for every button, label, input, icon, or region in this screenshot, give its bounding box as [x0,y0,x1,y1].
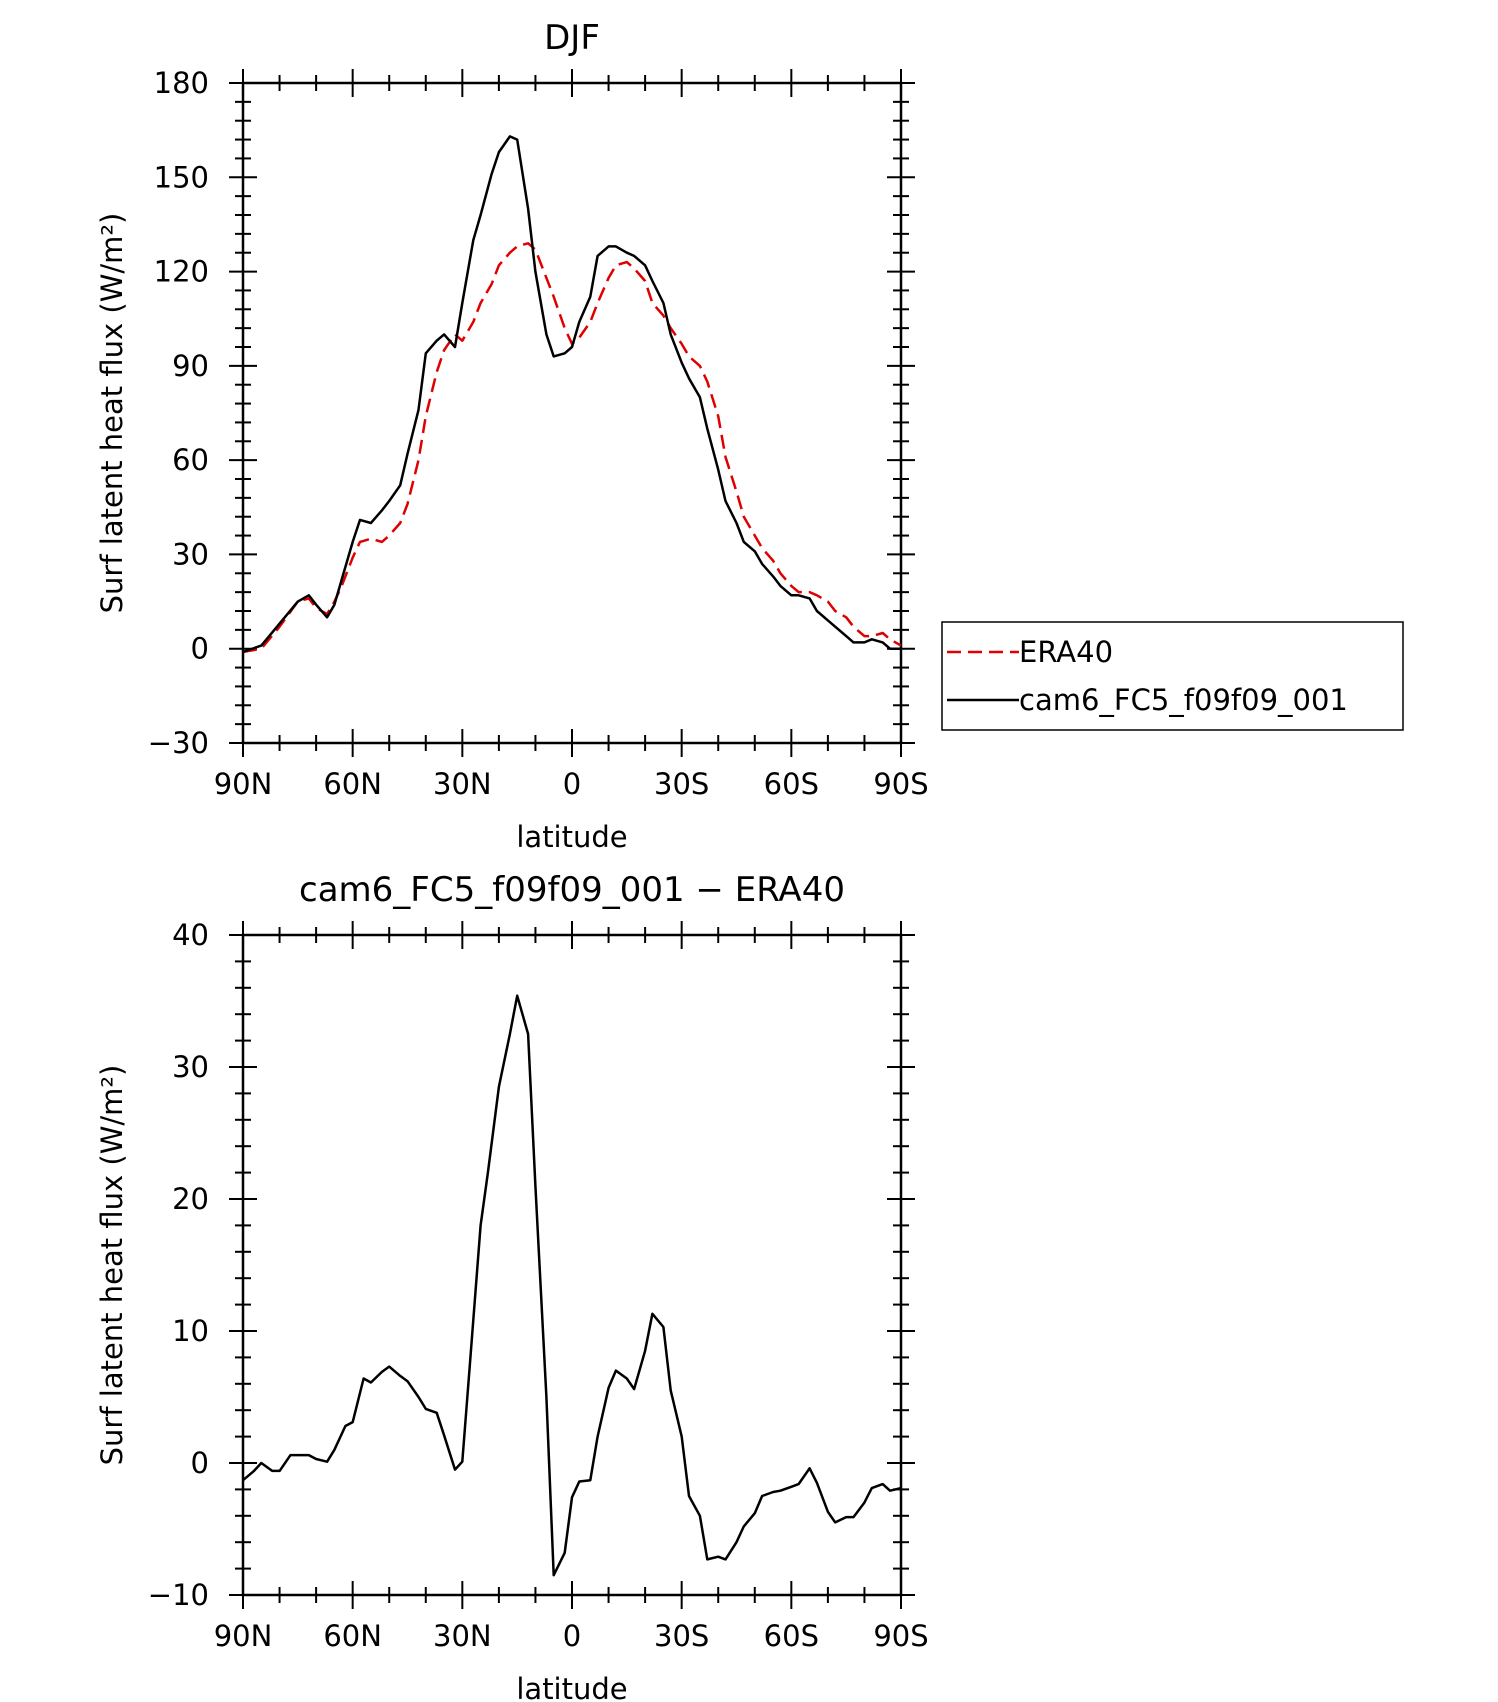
x-tick-label: 90N [214,767,273,801]
y-tick-label: 180 [154,66,209,100]
legend-box [941,621,1404,731]
x-tick-label: 0 [563,1619,581,1653]
x-tick-label: 90S [873,1619,928,1653]
chart-panel-1: DJF −30 0 30 60 90 120 150 180 90N 60N 30N 0 30S 60S 90… [95,18,1404,854]
y-tick-label: 0 [191,632,209,666]
y-tick-label: 120 [154,255,209,289]
plot-frame [241,81,903,745]
y-tick-label: 0 [191,1446,209,1480]
y-tick-label: 30 [172,1050,209,1084]
x-tick-label: 60N [323,767,382,801]
x-tick-label: 90N [214,1619,273,1653]
y-tick-label: 30 [172,537,209,571]
y-axis-label: Surf latent heat flux (W/m²) [95,1065,129,1466]
y-tick-label: 60 [172,443,209,477]
series-line-era40 [243,242,901,654]
x-tick-label: 0 [563,767,581,801]
y-tick-label: 40 [172,918,209,952]
x-tick-label: 30S [654,767,709,801]
legend-label: ERA40 [1019,635,1113,669]
x-tick-label: 60N [323,1619,382,1653]
legend-label: cam6_FC5_f09f09_001 [1019,683,1348,717]
chart-title: DJF [544,18,600,58]
x-axis-label: latitude [516,820,627,854]
y-tick-label: 10 [172,1314,209,1348]
x-tick-label: 30S [654,1619,709,1653]
y-tick-label: −30 [148,726,209,760]
x-tick-label: 60S [764,1619,819,1653]
y-tick-label: 150 [154,160,209,194]
chart-panel-2: cam6_FC5_f09f09_001 − ERA40 −10 0 10 20 30 40 9… [95,870,929,1702]
y-tick-label: 20 [172,1182,209,1216]
chart-title: cam6_FC5_f09f09_001 − ERA40 [299,870,845,910]
x-tick-label: 90S [873,767,928,801]
y-axis-label: Surf latent heat flux (W/m²) [95,213,129,614]
legend: ERA40 cam6_FC5_f09f09_001 [941,621,1404,731]
x-axis-label: latitude [516,1672,627,1702]
x-tick-label: 60S [764,767,819,801]
series-line-1 [243,994,901,1577]
x-tick-label: 30N [433,767,492,801]
y-tick-label: 90 [172,349,209,383]
series-line-cam6-fc5-f09f09-001 [243,135,901,654]
y-tick-label: −10 [148,1578,209,1612]
x-tick-label: 30N [433,1619,492,1653]
